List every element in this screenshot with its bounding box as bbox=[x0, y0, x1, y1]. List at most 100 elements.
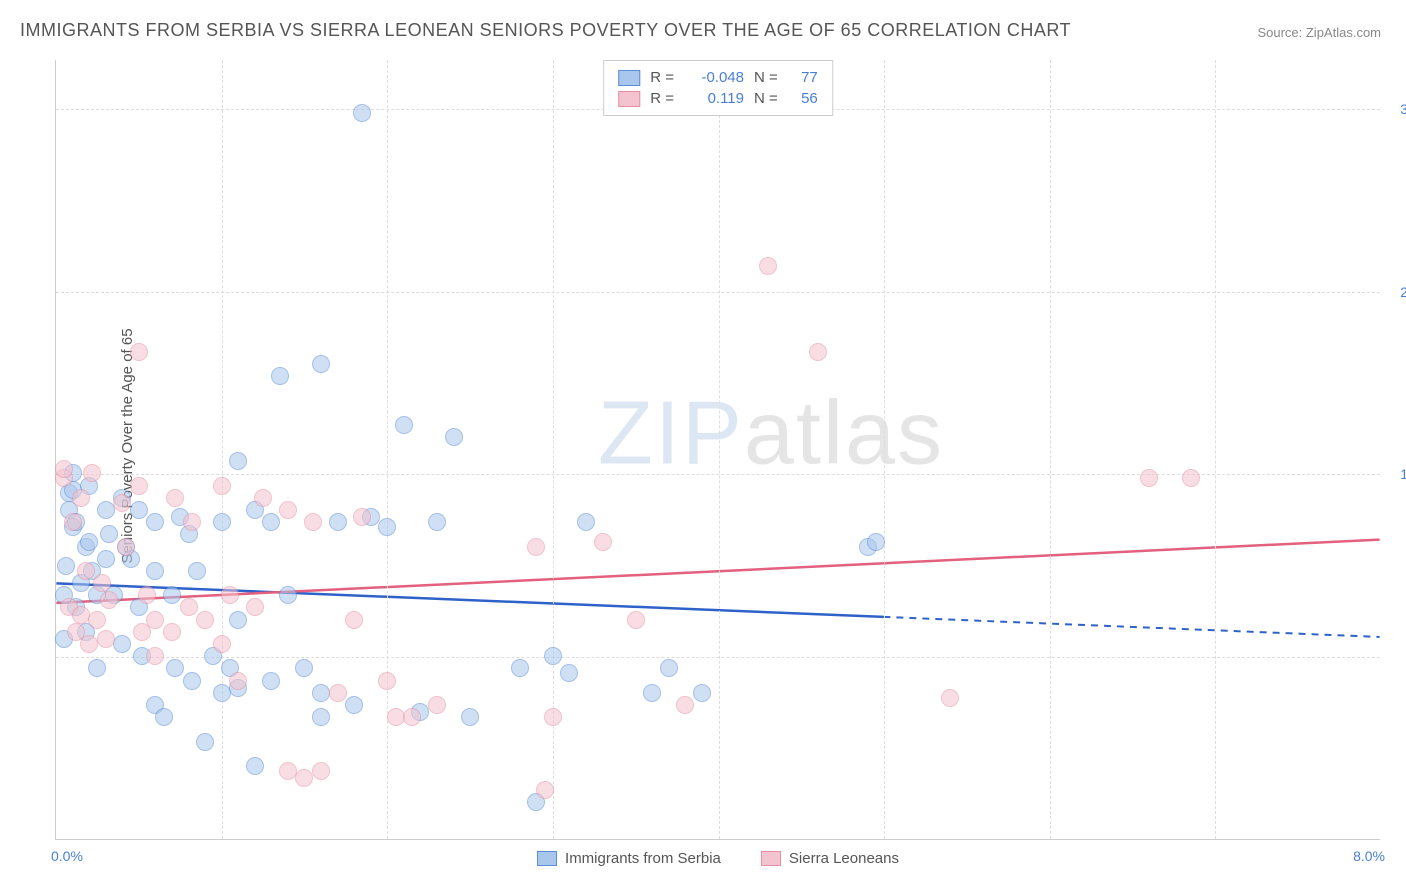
data-point-serbia bbox=[246, 757, 264, 775]
data-point-serbia bbox=[146, 513, 164, 531]
data-point-serbia bbox=[196, 733, 214, 751]
data-point-sierra bbox=[166, 489, 184, 507]
legend-item-serbia: Immigrants from Serbia bbox=[537, 850, 721, 867]
data-point-serbia bbox=[97, 550, 115, 568]
data-point-sierra bbox=[809, 343, 827, 361]
data-point-sierra bbox=[329, 684, 347, 702]
gridline-v bbox=[884, 60, 885, 839]
data-point-sierra bbox=[759, 257, 777, 275]
n-label: N = bbox=[754, 90, 778, 107]
data-point-serbia bbox=[660, 659, 678, 677]
data-point-sierra bbox=[146, 647, 164, 665]
data-point-sierra bbox=[1140, 469, 1158, 487]
data-point-sierra bbox=[279, 762, 297, 780]
data-point-serbia bbox=[100, 525, 118, 543]
data-point-sierra bbox=[183, 513, 201, 531]
data-point-sierra bbox=[130, 477, 148, 495]
data-point-serbia bbox=[271, 367, 289, 385]
y-tick-label: 15.0% bbox=[1385, 466, 1406, 482]
data-point-sierra bbox=[627, 611, 645, 629]
data-point-serbia bbox=[295, 659, 313, 677]
watermark: ZIPatlas bbox=[598, 382, 944, 485]
data-point-sierra bbox=[304, 513, 322, 531]
data-point-serbia bbox=[97, 501, 115, 519]
series-legend: Immigrants from Serbia Sierra Leoneans bbox=[537, 850, 899, 867]
stats-row-sierra: R = 0.119 N = 56 bbox=[618, 88, 818, 109]
data-point-sierra bbox=[345, 611, 363, 629]
data-point-sierra bbox=[138, 586, 156, 604]
data-point-sierra bbox=[93, 574, 111, 592]
data-point-sierra bbox=[213, 477, 231, 495]
data-point-sierra bbox=[72, 606, 90, 624]
data-point-serbia bbox=[312, 708, 330, 726]
data-point-serbia bbox=[163, 586, 181, 604]
legend-label-serbia: Immigrants from Serbia bbox=[565, 850, 721, 867]
source-label: Source: ZipAtlas.com bbox=[1257, 25, 1381, 40]
data-point-serbia bbox=[643, 684, 661, 702]
data-point-serbia bbox=[188, 562, 206, 580]
data-point-serbia bbox=[461, 708, 479, 726]
data-point-serbia bbox=[560, 664, 578, 682]
data-point-sierra bbox=[117, 538, 135, 556]
data-point-serbia bbox=[353, 104, 371, 122]
data-point-sierra bbox=[536, 781, 554, 799]
data-point-serbia bbox=[312, 355, 330, 373]
data-point-serbia bbox=[146, 562, 164, 580]
n-value-sierra: 56 bbox=[788, 90, 818, 107]
gridline-v bbox=[719, 60, 720, 839]
data-point-sierra bbox=[83, 464, 101, 482]
swatch-sierra bbox=[618, 91, 640, 107]
n-value-serbia: 77 bbox=[788, 69, 818, 86]
data-point-serbia bbox=[229, 611, 247, 629]
gridline-v bbox=[1050, 60, 1051, 839]
data-point-serbia bbox=[183, 672, 201, 690]
data-point-sierra bbox=[180, 598, 198, 616]
data-point-sierra bbox=[941, 689, 959, 707]
data-point-sierra bbox=[88, 611, 106, 629]
data-point-sierra bbox=[295, 769, 313, 787]
data-point-serbia bbox=[378, 518, 396, 536]
r-value-sierra: 0.119 bbox=[684, 90, 744, 107]
data-point-sierra bbox=[254, 489, 272, 507]
chart-title: IMMIGRANTS FROM SERBIA VS SIERRA LEONEAN… bbox=[20, 20, 1071, 41]
data-point-sierra bbox=[594, 533, 612, 551]
swatch-serbia bbox=[618, 70, 640, 86]
data-point-sierra bbox=[146, 611, 164, 629]
data-point-sierra bbox=[544, 708, 562, 726]
data-point-sierra bbox=[403, 708, 421, 726]
data-point-sierra bbox=[163, 623, 181, 641]
data-point-sierra bbox=[676, 696, 694, 714]
data-point-serbia bbox=[229, 452, 247, 470]
data-point-sierra bbox=[353, 508, 371, 526]
data-point-serbia bbox=[88, 659, 106, 677]
data-point-serbia bbox=[693, 684, 711, 702]
data-point-serbia bbox=[329, 513, 347, 531]
data-point-serbia bbox=[213, 513, 231, 531]
data-point-serbia bbox=[511, 659, 529, 677]
gridline-v bbox=[222, 60, 223, 839]
swatch-sierra bbox=[761, 851, 781, 866]
r-label: R = bbox=[650, 69, 674, 86]
y-tick-label: 30.0% bbox=[1385, 101, 1406, 117]
data-point-serbia bbox=[395, 416, 413, 434]
x-tick-max: 8.0% bbox=[1353, 848, 1385, 864]
r-label: R = bbox=[650, 90, 674, 107]
data-point-sierra bbox=[213, 635, 231, 653]
gridline-v bbox=[1215, 60, 1216, 839]
data-point-sierra bbox=[97, 630, 115, 648]
data-point-serbia bbox=[544, 647, 562, 665]
data-point-serbia bbox=[155, 708, 173, 726]
data-point-sierra bbox=[55, 460, 73, 478]
legend-item-sierra: Sierra Leoneans bbox=[761, 850, 899, 867]
data-point-serbia bbox=[428, 513, 446, 531]
data-point-serbia bbox=[166, 659, 184, 677]
data-point-sierra bbox=[221, 586, 239, 604]
y-tick-label: 7.5% bbox=[1385, 649, 1406, 665]
stats-legend: R = -0.048 N = 77 R = 0.119 N = 56 bbox=[603, 60, 833, 116]
n-label: N = bbox=[754, 69, 778, 86]
data-point-serbia bbox=[279, 586, 297, 604]
stats-row-serbia: R = -0.048 N = 77 bbox=[618, 67, 818, 88]
data-point-serbia bbox=[80, 533, 98, 551]
data-point-serbia bbox=[113, 635, 131, 653]
data-point-serbia bbox=[577, 513, 595, 531]
